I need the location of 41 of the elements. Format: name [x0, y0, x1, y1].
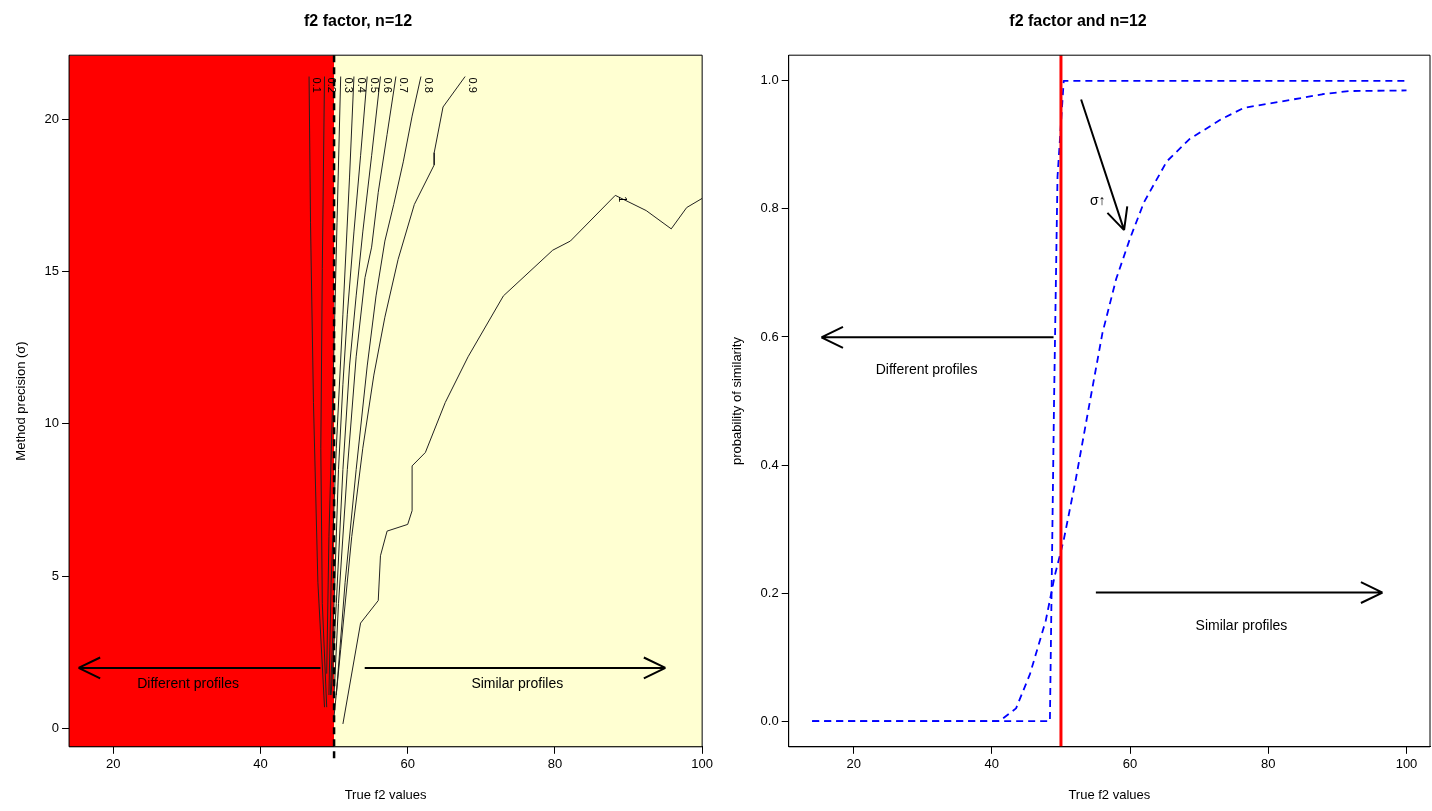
chart-title: f2 factor and n=12	[1009, 12, 1147, 30]
x-tick-label: 40	[253, 756, 268, 772]
annotation: Similar profiles	[1195, 616, 1288, 633]
annotation: Different profiles	[875, 361, 978, 378]
y-tick-label: 20	[44, 110, 60, 126]
y-tick-label: 0.2	[760, 584, 779, 600]
annotation: Different profiles	[137, 674, 239, 691]
text: 0.5	[369, 77, 382, 93]
annotation: σ↑	[1089, 191, 1106, 208]
x-tick-label: 60	[400, 756, 415, 772]
text: 0.7	[397, 77, 410, 93]
x-tick-label: 20	[106, 756, 121, 772]
x-tick-label: 60	[1122, 756, 1138, 772]
y-tick-label: 1.0	[760, 72, 779, 88]
x-tick-label: 80	[547, 756, 563, 772]
y-tick-label: 0	[51, 720, 60, 736]
x-axis-title: True f2 values	[1068, 786, 1151, 802]
text: 0.1	[311, 77, 324, 93]
y-axis-title: Method precision (σ)	[13, 341, 29, 461]
y-tick-label: 0.4	[760, 456, 779, 472]
y-tick-label: 0.6	[760, 328, 779, 344]
text: 0.6	[382, 77, 395, 93]
text: 1	[617, 196, 630, 203]
x-tick-label: 100	[1395, 756, 1418, 772]
x-tick-label: 40	[984, 756, 1000, 772]
text: 0.9	[467, 77, 480, 93]
x-tick-label: 20	[846, 756, 861, 772]
x-tick-label: 80	[1261, 756, 1276, 772]
y-tick-label: 0.8	[760, 200, 779, 216]
y-tick-label: 0.0	[760, 712, 779, 728]
chart-title: f2 factor, n=12	[303, 12, 413, 30]
y-axis-title: probability of similarity	[729, 336, 745, 465]
text: 0.4	[355, 77, 368, 93]
y-tick-label: 10	[44, 415, 60, 431]
annotation: Similar profiles	[471, 674, 564, 691]
text: 0.3	[342, 77, 355, 93]
text: 0.8	[422, 77, 435, 93]
x-axis-title: True f2 values	[344, 786, 428, 802]
x-tick-label: 100	[691, 756, 714, 772]
y-tick-label: 5	[51, 567, 60, 583]
y-tick-label: 15	[44, 263, 60, 279]
